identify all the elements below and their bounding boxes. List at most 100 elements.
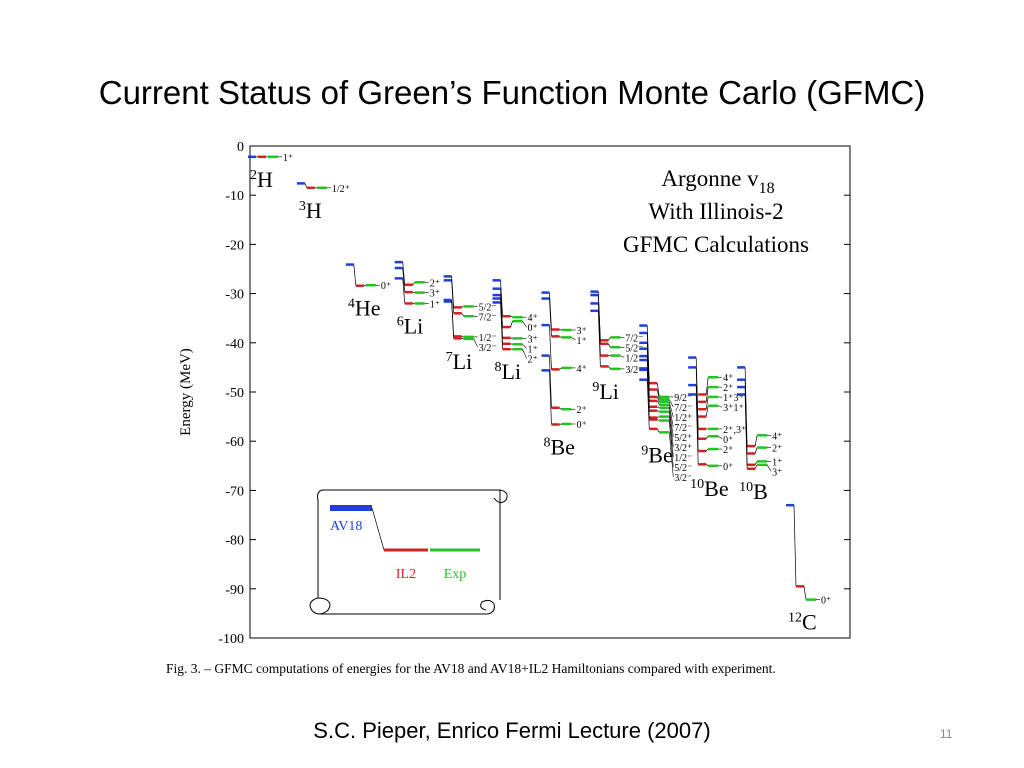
legend-connector [371, 507, 385, 551]
legend-scroll [309, 489, 508, 615]
connector [668, 407, 674, 437]
state-label: 1⁺ [283, 153, 293, 164]
annotation-subscript: 18 [759, 180, 775, 197]
state-label: 0⁺ [821, 596, 831, 607]
state-label: 1⁺3⁺ [723, 393, 744, 404]
legend-label: Exp [444, 567, 467, 582]
state-label: 3⁺ [576, 326, 586, 337]
connector [646, 368, 650, 420]
connector [657, 406, 660, 409]
state-label: 2⁺ [576, 405, 586, 416]
state-label: 1⁺ [528, 344, 538, 355]
state-label: 3/2⁺ [674, 443, 692, 454]
state-label: 1⁺ [430, 299, 440, 310]
mass-number: 8 [495, 360, 502, 375]
connector [744, 394, 748, 469]
element-symbol: H [306, 198, 322, 223]
connector [559, 367, 562, 370]
connector [668, 401, 674, 417]
state-label: 3⁺1⁺ [723, 403, 744, 414]
annotation: Argonne v18 [661, 166, 774, 197]
connector [608, 337, 611, 341]
state-label: 2⁺ [528, 354, 538, 365]
legend-label: IL2 [396, 567, 416, 582]
connector [598, 295, 601, 344]
connector [461, 313, 464, 317]
connector [668, 420, 674, 467]
slide-footer: S.C. Pieper, Enrico Fermi Lecture (2007) [313, 718, 711, 743]
connector [656, 428, 660, 433]
connector [754, 435, 758, 447]
state-label: 9/2⁻ [674, 393, 692, 404]
connector [549, 298, 552, 337]
nucleus-label: 9Li [592, 379, 619, 404]
connector [510, 321, 513, 328]
mass-number: 9 [592, 380, 599, 395]
annotation-line: Argonne v [661, 166, 759, 191]
state-label: 2⁺ [772, 444, 782, 455]
connector [705, 448, 709, 452]
connector [571, 337, 576, 341]
connector [598, 310, 601, 367]
legend-label: AV18 [330, 519, 362, 534]
connector [473, 338, 478, 348]
mass-number: 8 [543, 435, 550, 450]
connector [559, 336, 562, 338]
state-label: 4⁺ [528, 313, 538, 324]
connector [657, 416, 660, 418]
connector [402, 278, 406, 304]
connector [608, 366, 611, 370]
nucleus-label: 12C [788, 610, 817, 635]
state-label: 7/2⁻ [625, 333, 643, 344]
state-label: 3⁺ [528, 334, 538, 345]
state-label: 0⁺ [528, 323, 538, 334]
mass-number: 2 [250, 168, 257, 183]
connector [646, 379, 650, 429]
connector [559, 407, 562, 410]
annotation: GFMC Calculations [623, 232, 809, 257]
element-symbol: Be [648, 442, 672, 467]
y-tick-label: -70 [225, 484, 244, 499]
connector [803, 586, 807, 600]
connector [656, 389, 660, 400]
element-symbol: C [802, 610, 817, 635]
state-label: 7/2⁻ [674, 403, 692, 414]
connector [705, 396, 709, 410]
connector [669, 399, 674, 408]
connector [402, 262, 406, 285]
connector [451, 301, 454, 339]
element-symbol: Be [550, 434, 574, 459]
connector [754, 447, 758, 454]
mass-number: 10 [690, 477, 704, 492]
mass-number: 7 [446, 350, 453, 365]
state-label: 0⁺ [723, 435, 733, 446]
connector [510, 315, 513, 318]
state-label: 2⁺,3⁺ [723, 425, 746, 436]
state-label: 1/2⁻ [625, 353, 643, 364]
page-number: 11 [940, 727, 953, 741]
element-symbol: Li [453, 349, 473, 374]
y-tick-label: -10 [225, 189, 244, 204]
state-label: 5/2⁻ [674, 463, 692, 474]
connector [668, 411, 674, 447]
element-symbol: Be [704, 476, 728, 501]
state-label: 7/2⁻ [479, 312, 497, 323]
connector [705, 377, 709, 395]
connector [705, 405, 709, 417]
state-label: 3⁺ [772, 467, 782, 478]
connector [620, 355, 625, 358]
state-label: 4⁺ [772, 431, 782, 442]
state-label: 5/2⁺ [674, 433, 692, 444]
connector [522, 344, 527, 349]
state-label: 1/2⁺ [332, 184, 350, 195]
connector [657, 410, 660, 412]
chart: Energy (MeV) AV18 IL2 Exp 0 -10 -20 -30 -40 -50… [178, 140, 851, 647]
nucleus-label: 7Li [446, 349, 473, 374]
nucleus-label: 9Be [641, 442, 672, 467]
connector [668, 404, 674, 427]
connector [668, 416, 674, 457]
connector [657, 419, 660, 421]
nucleus-label: 10Be [690, 476, 728, 501]
connector [718, 405, 723, 408]
